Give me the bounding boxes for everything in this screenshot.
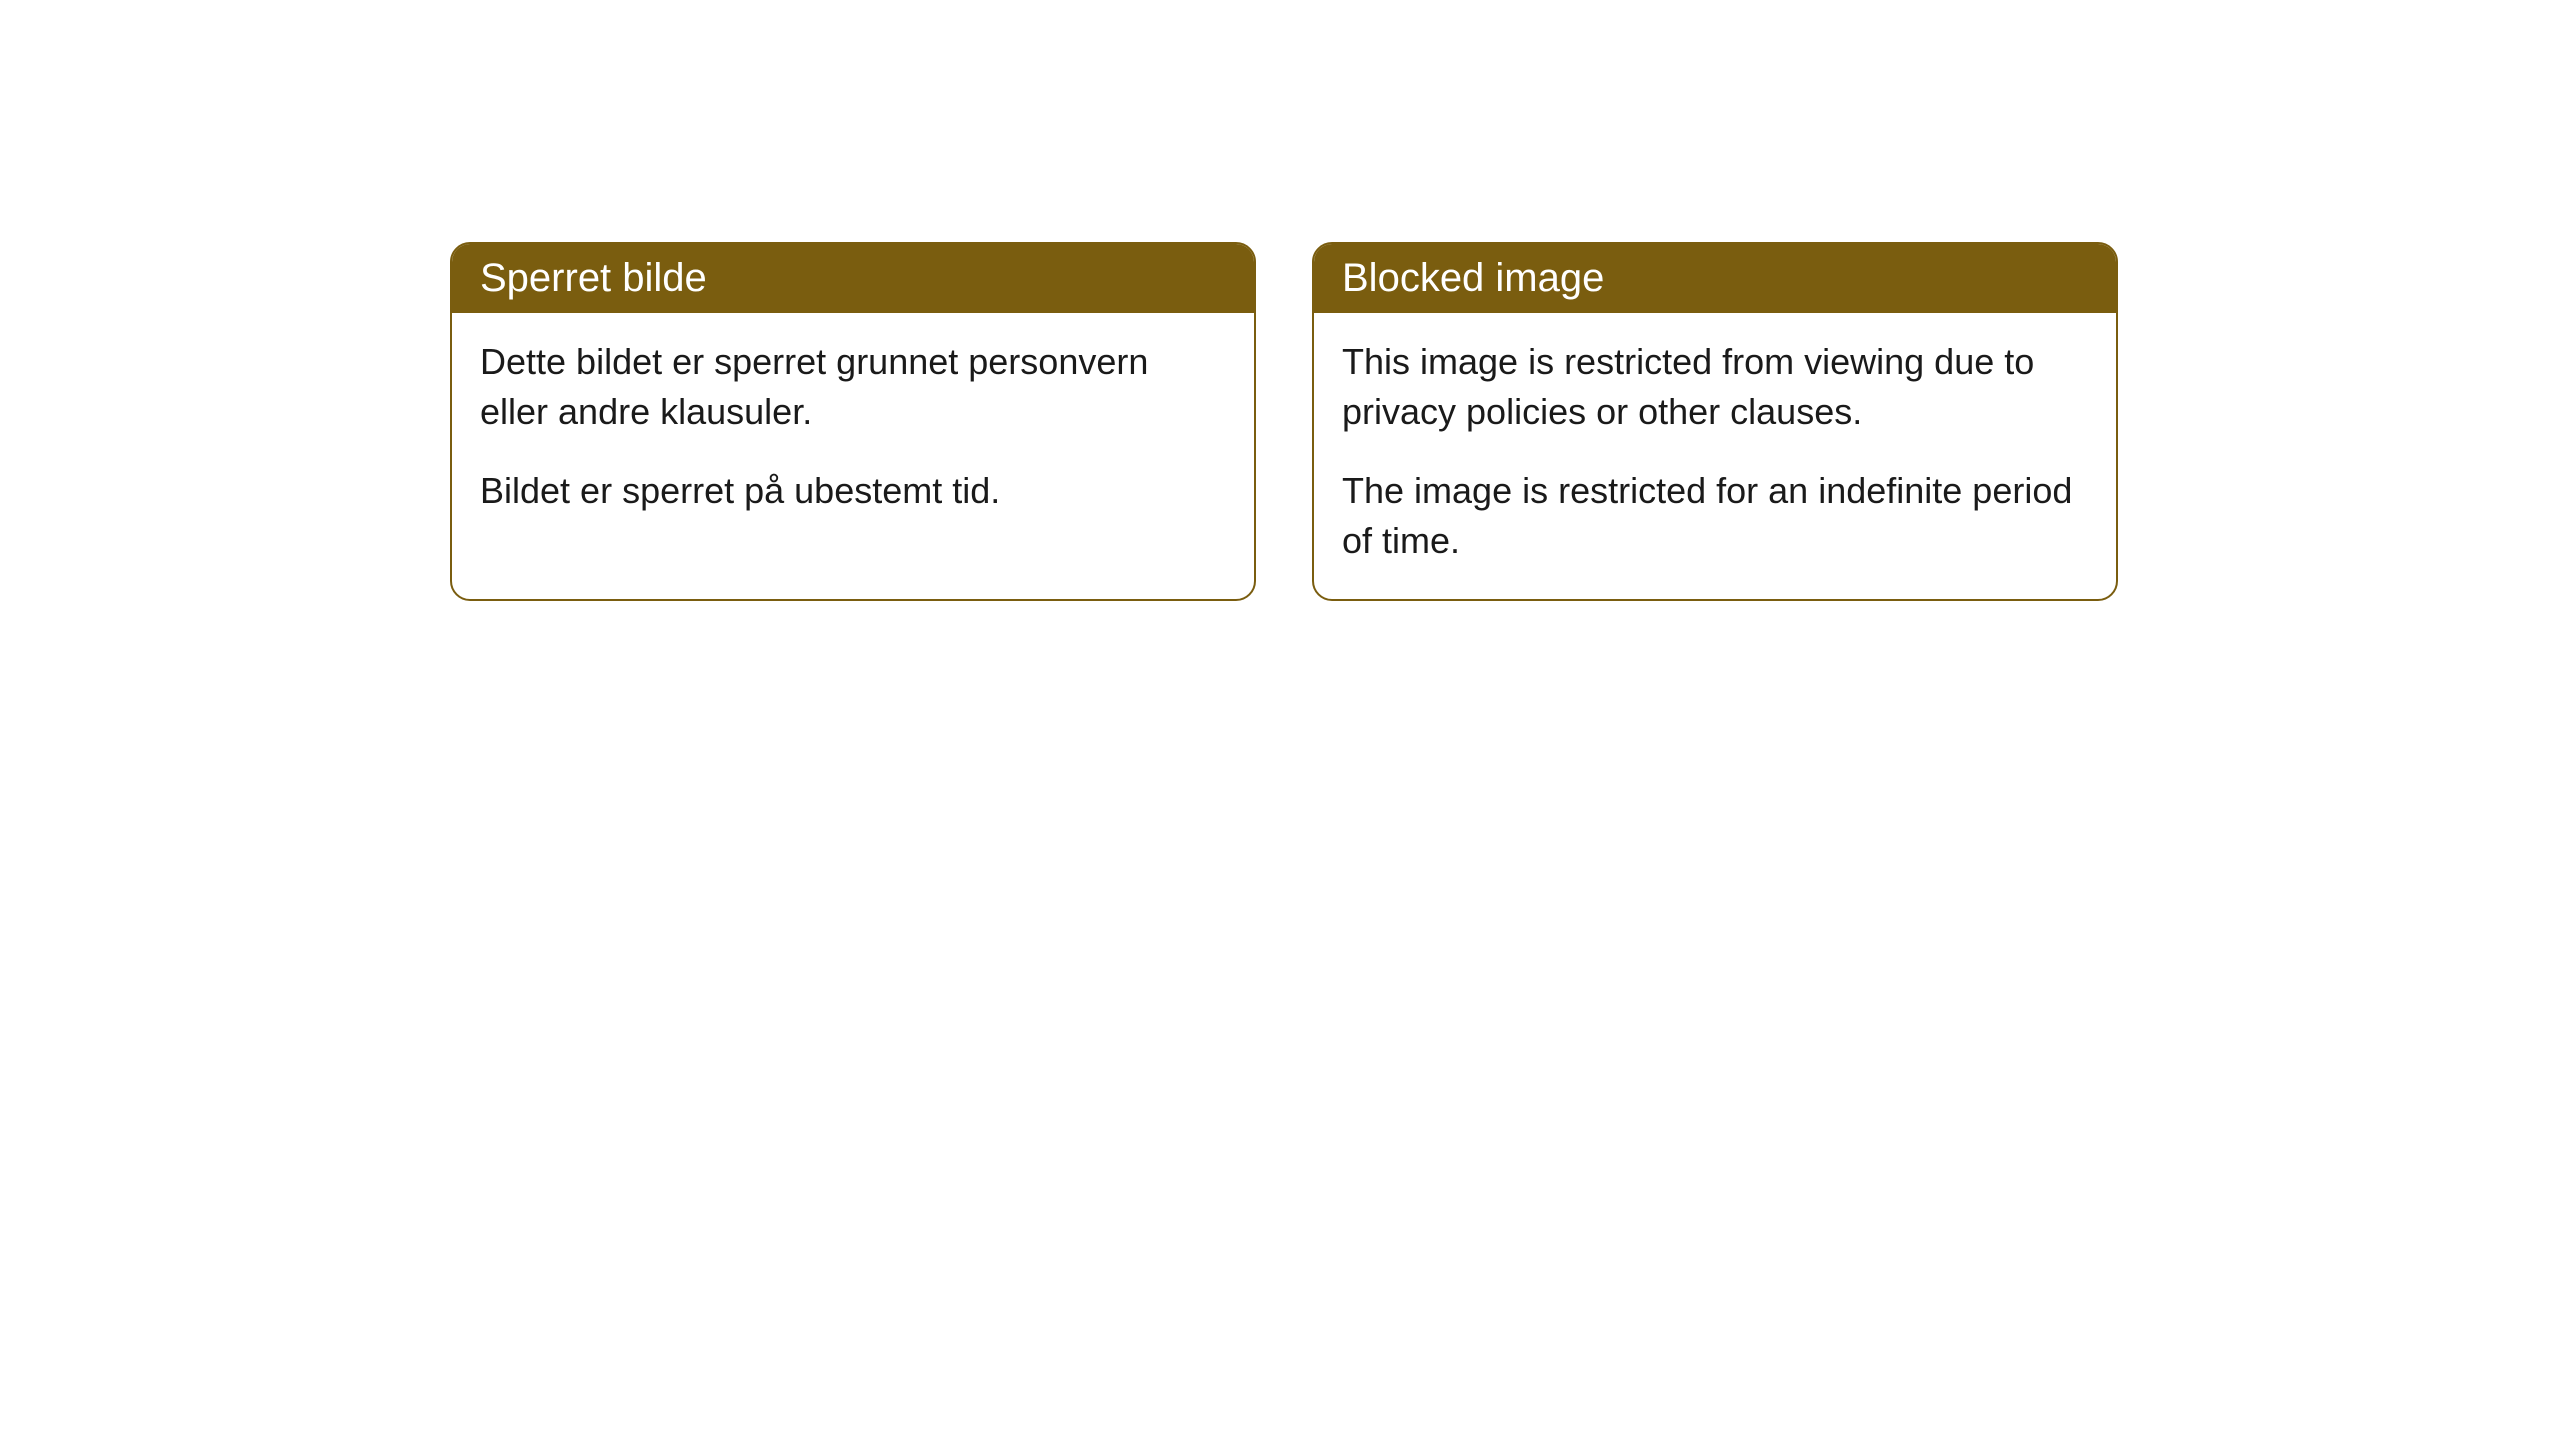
- notice-card-norwegian: Sperret bilde Dette bildet er sperret gr…: [450, 242, 1256, 601]
- notice-title: Sperret bilde: [480, 256, 707, 300]
- notice-header-norwegian: Sperret bilde: [452, 244, 1254, 313]
- notice-container: Sperret bilde Dette bildet er sperret gr…: [0, 0, 2560, 601]
- notice-body-norwegian: Dette bildet er sperret grunnet personve…: [452, 313, 1254, 548]
- notice-paragraph: This image is restricted from viewing du…: [1342, 337, 2088, 438]
- notice-paragraph: Dette bildet er sperret grunnet personve…: [480, 337, 1226, 438]
- notice-title: Blocked image: [1342, 256, 1604, 300]
- notice-card-english: Blocked image This image is restricted f…: [1312, 242, 2118, 601]
- notice-body-english: This image is restricted from viewing du…: [1314, 313, 2116, 599]
- notice-paragraph: Bildet er sperret på ubestemt tid.: [480, 466, 1226, 516]
- notice-paragraph: The image is restricted for an indefinit…: [1342, 466, 2088, 567]
- notice-header-english: Blocked image: [1314, 244, 2116, 313]
